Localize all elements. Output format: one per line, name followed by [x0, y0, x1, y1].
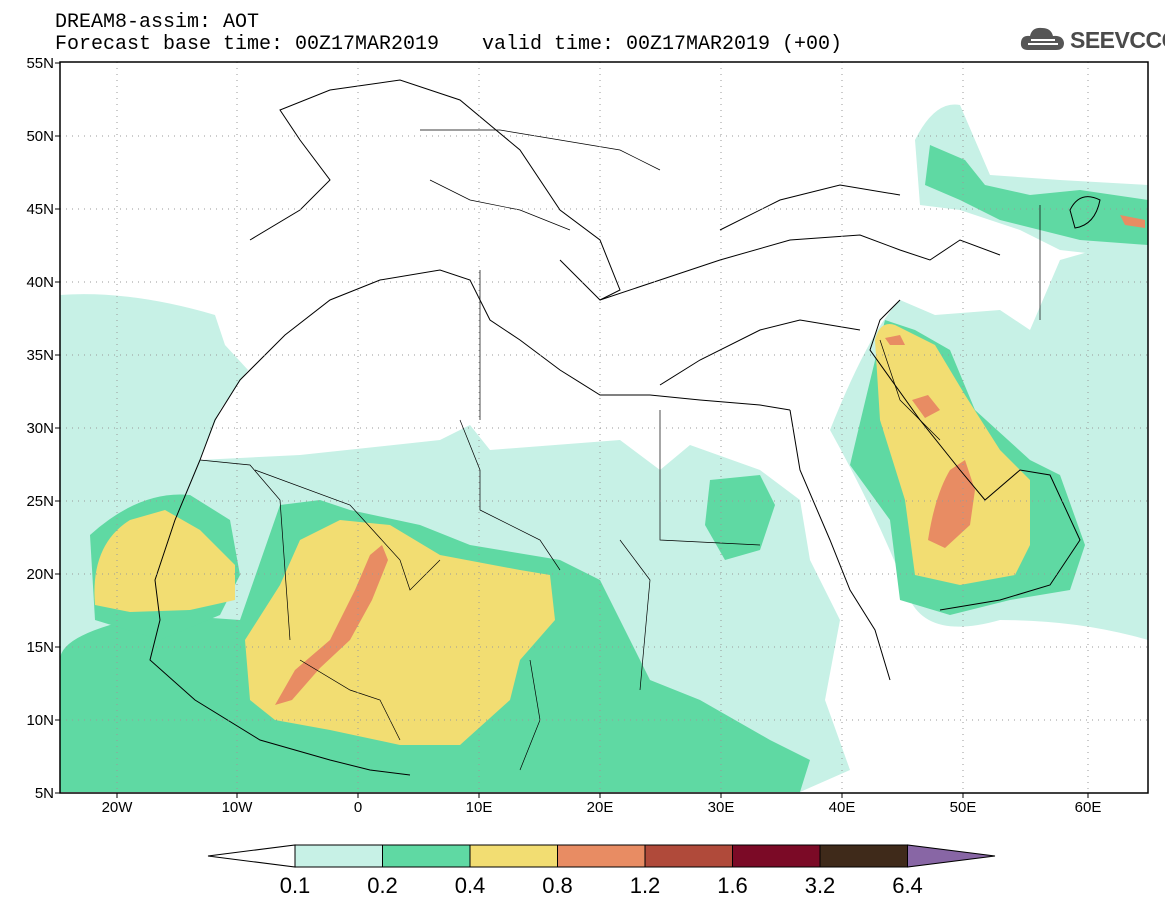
lat-label: 20N: [26, 566, 54, 583]
chart-title: DREAM8-assim: AOT: [55, 11, 260, 34]
valid-time: valid time: 00Z17MAR2019 (+00): [482, 33, 843, 56]
graticule: [60, 62, 1148, 793]
lon-label: 0: [354, 799, 362, 816]
lat-label: 45N: [26, 201, 54, 218]
lat-label: 50N: [26, 128, 54, 145]
lon-label: 60E: [1075, 799, 1102, 816]
colorbar-label: 3.2: [805, 873, 836, 898]
colorbar-label: 1.6: [717, 873, 748, 898]
brand-logo: SEEVCCC: [1018, 22, 1165, 58]
lat-label: 40N: [26, 274, 54, 291]
colorbar-label: 0.1: [280, 873, 311, 898]
colorbar-swatch: [382, 844, 471, 868]
colorbar-label: 0.2: [367, 873, 398, 898]
cloud-logo-icon: [1020, 27, 1064, 50]
colorbar-label: 6.4: [892, 873, 923, 898]
colorbar-swatch: [644, 844, 733, 868]
colorbar-min-arrow: [207, 844, 296, 868]
lat-label: 55N: [26, 55, 54, 72]
colorbar-swatch: [557, 844, 646, 868]
lon-label: 10E: [466, 799, 493, 816]
lat-label: 5N: [35, 785, 54, 802]
colorbar-label: 0.4: [455, 873, 486, 898]
colorbar-swatch: [469, 844, 558, 868]
coastlines: [149, 79, 1101, 776]
lat-label: 35N: [26, 347, 54, 364]
lon-label: 40E: [829, 799, 856, 816]
lon-label: 20E: [587, 799, 614, 816]
colorbar-max-arrow: [907, 844, 996, 868]
colorbar-swatch: [819, 844, 908, 868]
colorbar-swatch: [294, 844, 383, 868]
lat-label: 15N: [26, 639, 54, 656]
lon-label: 30E: [708, 799, 735, 816]
colorbar-label: 0.8: [542, 873, 573, 898]
lat-label: 10N: [26, 712, 54, 729]
lon-label: 10W: [222, 799, 254, 816]
forecast-base-time: Forecast base time: 00Z17MAR2019: [55, 33, 440, 56]
colorbar-swatch: [732, 844, 821, 868]
colorbar-label: 1.2: [630, 873, 661, 898]
lon-label: 20W: [102, 799, 134, 816]
aot-band-0-4: [94, 324, 1030, 745]
brand-name: SEEVCCC: [1070, 27, 1165, 53]
lat-label: 25N: [26, 493, 54, 510]
lat-label: 30N: [26, 420, 54, 437]
lon-label: 50E: [950, 799, 977, 816]
